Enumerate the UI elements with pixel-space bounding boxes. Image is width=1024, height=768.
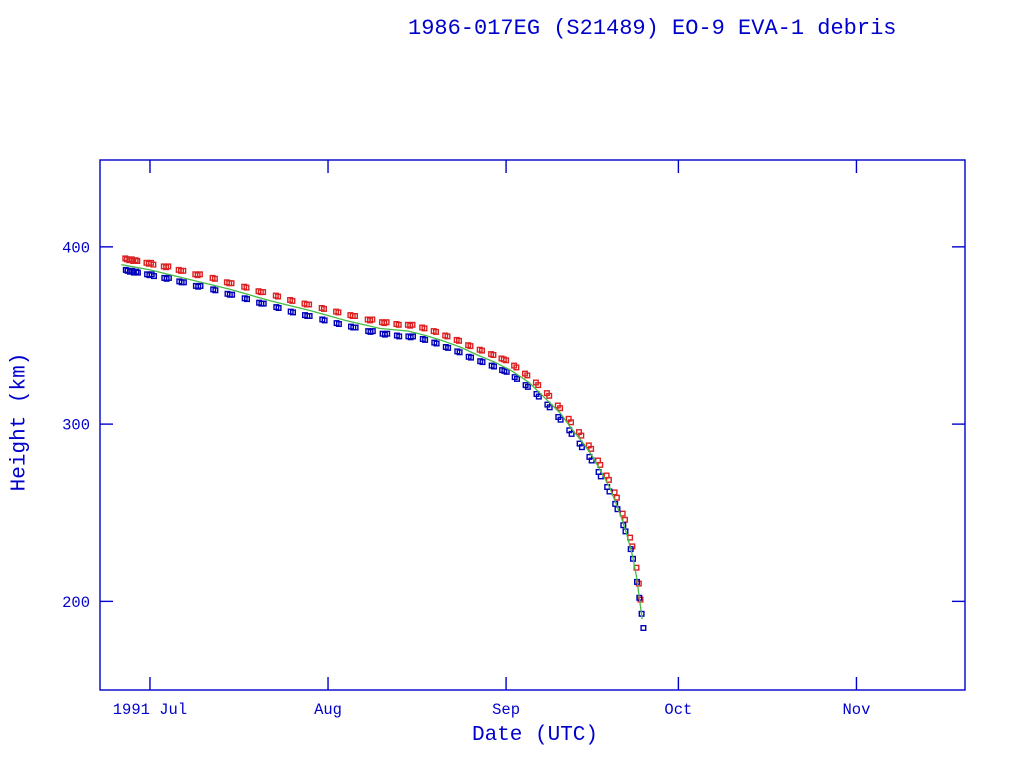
x-tick-label: Oct [664, 701, 692, 719]
y-tick-label: 200 [62, 594, 90, 612]
y-tick-label: 400 [62, 239, 90, 257]
y-axis-ticks: 200 300 400 [62, 239, 965, 612]
x-tick-label: Aug [314, 701, 342, 719]
x-axis-label: Date (UTC) [471, 724, 599, 747]
x-axis-ticks: 1991 Jul Aug Sep Oct Nov [113, 160, 870, 719]
y-axis-label: Height (km) [8, 352, 32, 492]
x-tick-label: Nov [842, 701, 870, 719]
series-mean-height-fit [121, 263, 643, 620]
axis-frame [99, 159, 966, 691]
series-perigee-height [122, 266, 647, 632]
y-tick-label: 300 [62, 417, 90, 435]
x-tick-label: 1991 Jul [113, 701, 187, 719]
series-apogee-height [122, 255, 644, 603]
x-tick-label: Sep [492, 701, 520, 719]
chart-title: 1986-017EG (S21489) EO-9 EVA-1 debris [408, 16, 897, 41]
